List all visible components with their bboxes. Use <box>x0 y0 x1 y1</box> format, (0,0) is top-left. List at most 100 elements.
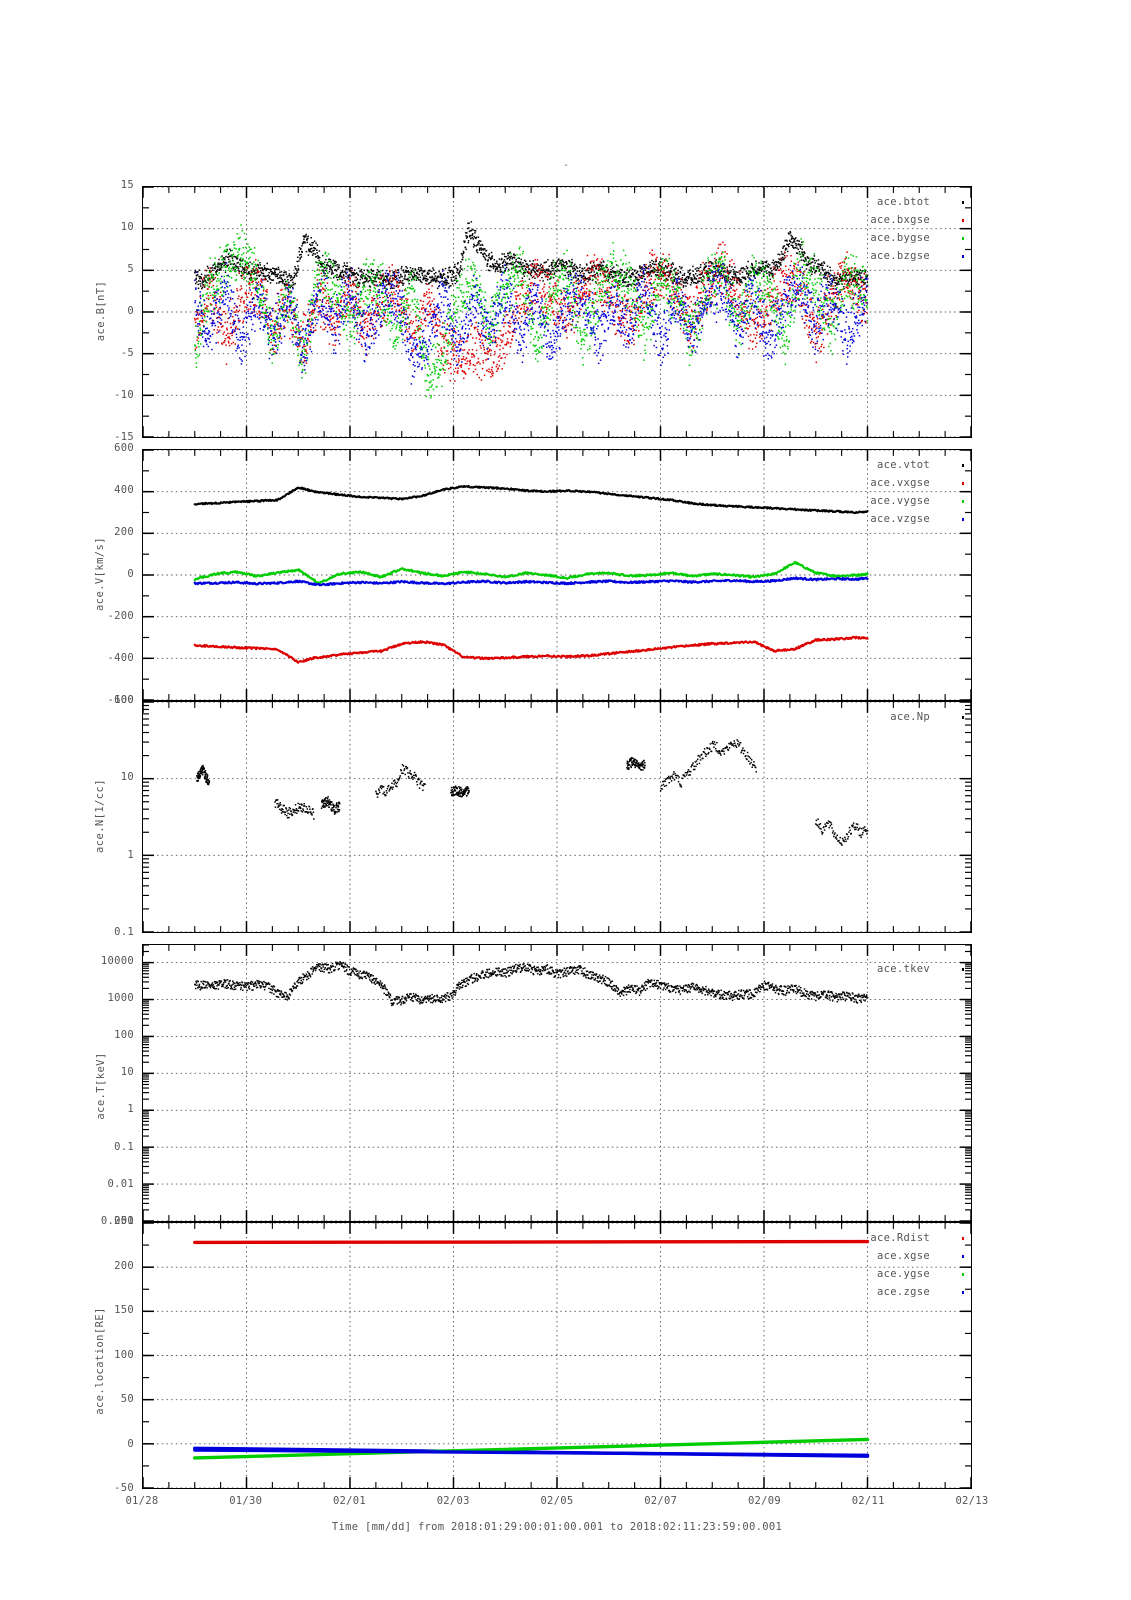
panel-velocity-plot <box>143 450 971 700</box>
velocity-legend-label: ace.vygse <box>870 495 930 507</box>
location-ytick: 100 <box>114 1348 134 1361</box>
magnetic-field-ytick: 10 <box>120 221 134 233</box>
velocity-ytick: 400 <box>114 484 134 496</box>
velocity-legend-marker <box>961 464 964 467</box>
temperature-ytick: 1000 <box>107 991 134 1004</box>
x-axis-tick-label: 01/28 <box>125 1495 159 1507</box>
x-axis-tick-label: 02/09 <box>747 1495 782 1507</box>
location-legend-marker <box>961 1273 964 1276</box>
magnetic-field-legend-item: ace.bxgse <box>760 211 964 229</box>
location-legend-item: ace.zgse <box>760 1283 964 1301</box>
velocity-legend-label: ace.vxgse <box>870 477 930 489</box>
density-ytick: 0.1 <box>114 926 134 938</box>
velocity-legend-marker <box>961 518 964 521</box>
temperature-ytick: 10000 <box>100 954 134 967</box>
magnetic-field-legend-item: ace.btot <box>760 193 964 211</box>
location-ytick: 200 <box>114 1259 134 1272</box>
temperature-legend-item: ace.tkev <box>760 960 964 978</box>
velocity-legend-item: ace.vygse <box>760 492 964 510</box>
panel-velocity <box>142 449 972 701</box>
x-axis-tick-label: 02/05 <box>540 1495 574 1507</box>
location-ytick: 0 <box>127 1437 134 1450</box>
panel-temperature-legend: ace.tkev <box>760 960 964 978</box>
magnetic-field-legend-marker <box>961 219 964 222</box>
magnetic-field-ytick: -10 <box>114 389 134 401</box>
magnetic-field-legend-marker <box>961 201 964 204</box>
magnetic-field-legend-marker <box>961 255 964 258</box>
velocity-ytick: -200 <box>107 610 134 622</box>
density-legend-label: ace.Np <box>890 711 930 723</box>
density-ytick: 100 <box>114 694 134 706</box>
x-axis-tick-label: 02/11 <box>851 1495 885 1507</box>
temperature-legend-label: ace.tkev <box>877 963 930 975</box>
panel-velocity-legend: ace.vtot ace.vxgse ace.vygse ace.vzgse <box>760 456 964 528</box>
velocity-legend-marker <box>961 482 964 485</box>
x-axis-tick-label: 02/03 <box>436 1495 470 1507</box>
panel-magnetic-field <box>142 186 972 438</box>
location-legend-item: ace.Rdist <box>760 1229 964 1247</box>
magnetic-field-legend-marker <box>961 237 964 240</box>
velocity-ytick: -400 <box>107 652 134 664</box>
velocity-ytick: -600 <box>107 694 134 706</box>
temperature-ytick: 0.001 <box>100 1215 134 1227</box>
location-ytick: -50 <box>114 1482 134 1494</box>
panel-density <box>142 701 972 933</box>
magnetic-field-legend-label: ace.bygse <box>870 232 930 244</box>
panel-density-plot <box>143 702 971 932</box>
location-legend-item: ace.ygse <box>760 1265 964 1283</box>
magnetic-field-legend-label: ace.btot <box>877 196 930 208</box>
velocity-ytick: 0 <box>127 568 134 580</box>
location-legend-label: ace.Rdist <box>870 1232 930 1244</box>
magnetic-field-legend-item: ace.bzgse <box>760 247 964 265</box>
velocity-legend-label: ace.vtot <box>877 459 930 471</box>
location-legend-marker <box>961 1255 964 1258</box>
temperature-ytick: 0.01 <box>107 1177 134 1190</box>
magnetic-field-ytick: -15 <box>114 431 134 443</box>
panel-location-legend: ace.Rdist ace.xgse ace.ygse ace.zgse <box>760 1229 964 1301</box>
location-ytick: 250 <box>114 1215 134 1227</box>
magnetic-field-legend-label: ace.bzgse <box>870 250 930 262</box>
velocity-ytick: 200 <box>114 526 134 538</box>
magnetic-field-ytick: 15 <box>120 179 134 191</box>
density-ytick: 10 <box>120 771 134 784</box>
panel-location <box>142 1222 972 1489</box>
velocity-legend-item: ace.vtot <box>760 456 964 474</box>
temperature-legend-marker <box>961 968 964 971</box>
panel-temperature-plot <box>143 945 971 1221</box>
magnetic-field-legend-label: ace.bxgse <box>870 214 930 226</box>
velocity-legend-label: ace.vzgse <box>870 513 930 525</box>
x-axis-tick-label: 02/01 <box>332 1495 367 1507</box>
magnetic-field-ytick: 5 <box>127 263 134 275</box>
temperature-ytick: 10 <box>120 1066 134 1079</box>
x-axis-tick-label: 01/30 <box>229 1495 263 1507</box>
panel-density-legend: ace.Np <box>760 708 964 726</box>
panel-location-plot <box>143 1223 971 1488</box>
location-legend-label: ace.zgse <box>877 1286 930 1298</box>
magnetic-field-ytick: 0 <box>127 305 134 317</box>
density-ytick: 1 <box>127 848 134 861</box>
figure-caption: Time [mm/dd] from 2018:01:29:00:01:00.00… <box>331 1521 783 1533</box>
magnetic-field-legend-item: ace.bygse <box>760 229 964 247</box>
location-legend-label: ace.ygse <box>877 1268 930 1280</box>
velocity-legend-marker <box>961 500 964 503</box>
panel-magnetic-field-legend: ace.btot ace.bxgse ace.bygse ace.bzgse <box>760 193 964 265</box>
velocity-ytick: 600 <box>114 442 134 454</box>
location-legend-marker <box>961 1237 964 1240</box>
panel-magnetic-field-plot <box>143 187 971 437</box>
location-legend-label: ace.xgse <box>877 1250 930 1262</box>
location-legend-item: ace.xgse <box>760 1247 964 1265</box>
x-axis-tick-label: 02/07 <box>644 1495 678 1507</box>
velocity-legend-item: ace.vzgse <box>760 510 964 528</box>
panel-temperature <box>142 944 972 1222</box>
temperature-ytick: 1 <box>127 1103 134 1116</box>
top-marker: - <box>563 160 570 171</box>
location-ytick: 50 <box>120 1393 134 1405</box>
magnetic-field-ytick: -5 <box>120 347 134 359</box>
density-legend-marker <box>961 716 964 719</box>
density-legend-item: ace.Np <box>760 708 964 726</box>
temperature-ytick: 100 <box>114 1029 134 1042</box>
velocity-legend-item: ace.vxgse <box>760 474 964 492</box>
x-axis-tick-label: 02/13 <box>955 1495 989 1507</box>
location-legend-marker <box>961 1291 964 1294</box>
panel-temperature-ylabel: ace.T[keV] <box>95 1052 107 1120</box>
